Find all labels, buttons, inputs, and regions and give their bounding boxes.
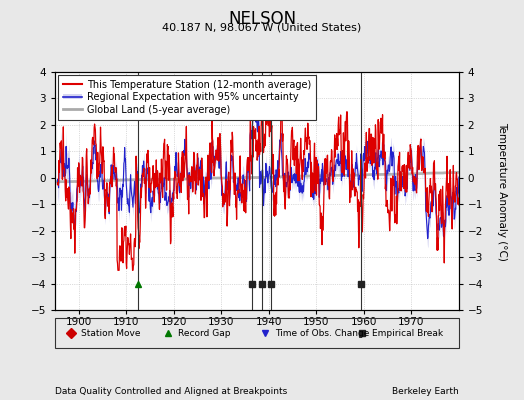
Text: 40.187 N, 98.067 W (United States): 40.187 N, 98.067 W (United States) [162,22,362,32]
Text: Record Gap: Record Gap [178,328,231,338]
Text: NELSON: NELSON [228,10,296,28]
Y-axis label: Temperature Anomaly (°C): Temperature Anomaly (°C) [497,122,507,260]
Text: Data Quality Controlled and Aligned at Breakpoints: Data Quality Controlled and Aligned at B… [55,387,287,396]
Text: Station Move: Station Move [81,328,141,338]
Text: Time of Obs. Change: Time of Obs. Change [275,328,369,338]
Text: Berkeley Earth: Berkeley Earth [392,387,458,396]
Text: Empirical Break: Empirical Break [372,328,443,338]
Legend: This Temperature Station (12-month average), Regional Expectation with 95% uncer: This Temperature Station (12-month avera… [58,75,316,120]
